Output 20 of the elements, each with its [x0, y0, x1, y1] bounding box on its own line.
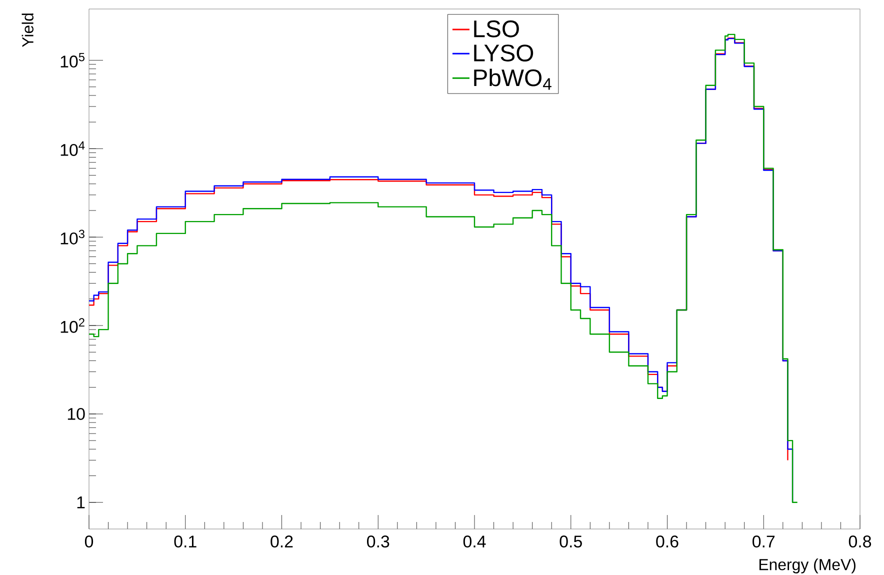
- x-tick-label: 0.4: [463, 536, 486, 548]
- legend-label: LYSO: [474, 44, 534, 62]
- x-tick-label: 0.2: [270, 536, 293, 548]
- y-tick-label: 10: [68, 408, 85, 420]
- x-tick-label: 0.8: [848, 536, 872, 548]
- y-axis-title: Yield: [22, 14, 34, 48]
- x-tick-label: 0.5: [560, 536, 582, 548]
- x-tick-label: 0.1: [174, 536, 196, 548]
- x-tick-label: 0.3: [367, 536, 390, 548]
- y-tick-label: 10$^{5}$: [60, 52, 84, 68]
- y-tick-label: 10$^{2}$: [60, 318, 84, 333]
- legend-label: PbWO$_{4}$: [474, 68, 552, 90]
- x-tick-label: 0: [84, 536, 94, 548]
- y-tick-label: 10$^{4}$: [60, 141, 85, 156]
- x-axis-title: Energy (MeV): [759, 558, 856, 574]
- y-tick-label: 10$^{3}$: [60, 230, 84, 244]
- legend-label: LSO: [474, 20, 519, 38]
- x-tick-label: 0.7: [752, 536, 775, 548]
- x-tick-label: 0.6: [656, 536, 678, 548]
- y-tick-label: 1: [77, 496, 85, 508]
